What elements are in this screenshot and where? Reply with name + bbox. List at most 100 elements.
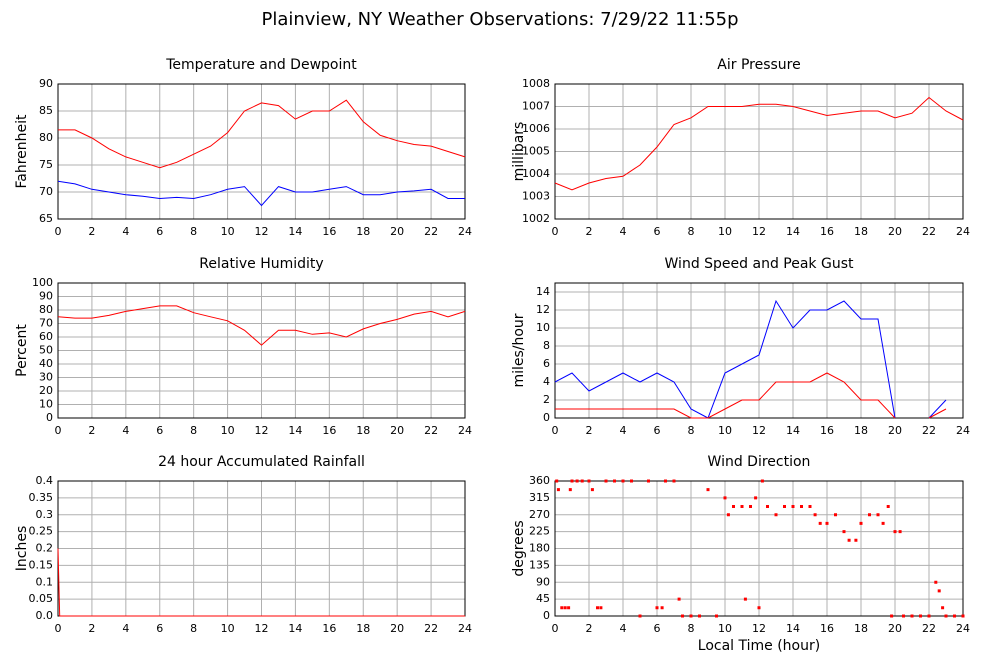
- y-tick-label: 50: [39, 344, 53, 357]
- data-point: [672, 479, 676, 483]
- x-tick-label: 14: [288, 622, 302, 635]
- figure-title: Plainview, NY Weather Observations: 7/29…: [261, 9, 738, 30]
- x-tick-label: 14: [786, 424, 800, 437]
- data-point: [664, 479, 667, 483]
- x-tick-label: 0: [55, 622, 62, 635]
- y-tick-label: 1008: [522, 77, 550, 90]
- y-tick-label: 1003: [522, 190, 550, 203]
- y-tick-label: 70: [39, 317, 53, 330]
- data-point: [854, 538, 858, 542]
- x-tick-label: 14: [786, 622, 800, 635]
- x-tick-label: 20: [390, 424, 404, 437]
- y-tick-label: 4: [543, 375, 550, 388]
- data-point: [754, 496, 758, 500]
- data-point: [842, 530, 846, 534]
- x-tick-label: 4: [620, 225, 627, 238]
- y-tick-label: 135: [529, 558, 550, 571]
- x-tick-label: 20: [390, 225, 404, 238]
- data-point: [898, 530, 902, 534]
- y-tick-label: 65: [39, 212, 53, 225]
- data-point: [556, 488, 560, 492]
- x-tick-label: 14: [786, 225, 800, 238]
- data-line: [57, 548, 465, 617]
- data-point: [749, 505, 752, 508]
- y-tick-label: 1002: [522, 212, 550, 225]
- plot-frame: [57, 282, 466, 419]
- x-tick-label: 0: [552, 424, 559, 437]
- y-tick-label: 0.05: [29, 592, 54, 605]
- x-tick-label: 8: [190, 622, 197, 635]
- y-axis-label: degrees: [511, 520, 527, 576]
- y-tick-label: 0.35: [29, 491, 54, 504]
- x-tick-label: 22: [424, 424, 438, 437]
- data-point: [927, 614, 931, 618]
- data-point: [660, 606, 664, 610]
- x-tick-label: 20: [888, 424, 902, 437]
- y-tick-label: 80: [39, 303, 53, 316]
- x-tick-label: 2: [88, 622, 95, 635]
- data-point: [596, 606, 599, 610]
- x-tick-label: 12: [752, 225, 766, 238]
- data-point: [560, 606, 564, 610]
- x-tick-label: 10: [718, 225, 732, 238]
- y-tick-label: 0.3: [36, 508, 54, 521]
- data-point: [961, 614, 965, 618]
- x-tick-label: 20: [888, 622, 902, 635]
- x-tick-label: 4: [620, 424, 627, 437]
- y-tick-label: 1006: [522, 122, 550, 135]
- x-tick-label: 20: [390, 622, 404, 635]
- y-tick-label: 14: [536, 285, 550, 298]
- y-axis-label: Inches: [14, 526, 30, 571]
- data-line: [554, 299, 947, 419]
- x-axis-label: Local Time (hour): [698, 638, 820, 654]
- y-tick-label: 0.4: [36, 474, 54, 487]
- x-tick-label: 10: [221, 622, 235, 635]
- data-line: [58, 99, 466, 169]
- y-tick-label: 8: [543, 339, 550, 352]
- y-tick-label: 80: [39, 131, 53, 144]
- data-point: [647, 479, 650, 483]
- x-tick-label: 18: [854, 225, 868, 238]
- data-point: [800, 505, 803, 508]
- x-tick-label: 24: [458, 424, 472, 437]
- x-tick-label: 14: [288, 424, 302, 437]
- y-tick-label: 0: [543, 411, 550, 424]
- y-tick-label: 0: [46, 411, 53, 424]
- y-tick-label: 10: [39, 398, 53, 411]
- panel-title: Wind Speed and Peak Gust: [665, 256, 854, 272]
- data-point: [834, 513, 837, 517]
- y-tick-label: 0.25: [29, 525, 54, 538]
- y-tick-label: 70: [39, 185, 53, 198]
- x-tick-label: 6: [156, 424, 163, 437]
- x-tick-label: 18: [356, 225, 370, 238]
- y-tick-label: 0.2: [36, 542, 54, 555]
- y-tick-label: 45: [536, 592, 550, 605]
- y-tick-label: 1004: [522, 167, 550, 180]
- data-point: [941, 606, 945, 610]
- y-tick-label: 100: [32, 276, 53, 289]
- data-point: [726, 513, 730, 517]
- y-tick-label: 85: [39, 104, 53, 117]
- data-point: [859, 521, 863, 525]
- y-tick-label: 90: [39, 290, 53, 303]
- y-tick-label: 6: [543, 357, 550, 370]
- y-tick-label: 0: [543, 609, 550, 622]
- x-tick-label: 16: [322, 424, 336, 437]
- x-tick-label: 0: [55, 424, 62, 437]
- x-tick-label: 2: [586, 622, 593, 635]
- x-tick-label: 2: [88, 225, 95, 238]
- x-tick-label: 24: [956, 622, 970, 635]
- data-point: [575, 479, 579, 483]
- y-tick-label: 2: [543, 393, 550, 406]
- data-point: [868, 513, 871, 517]
- data-point: [934, 580, 938, 584]
- data-point: [681, 614, 684, 618]
- data-point: [766, 505, 769, 508]
- data-line: [57, 180, 465, 207]
- y-tick-label: 0.0: [36, 609, 54, 622]
- x-tick-label: 4: [620, 622, 627, 635]
- x-tick-label: 6: [654, 225, 661, 238]
- data-line: [554, 96, 964, 191]
- plot-frame: [554, 282, 964, 419]
- y-axis-label: miles/hour: [511, 313, 527, 387]
